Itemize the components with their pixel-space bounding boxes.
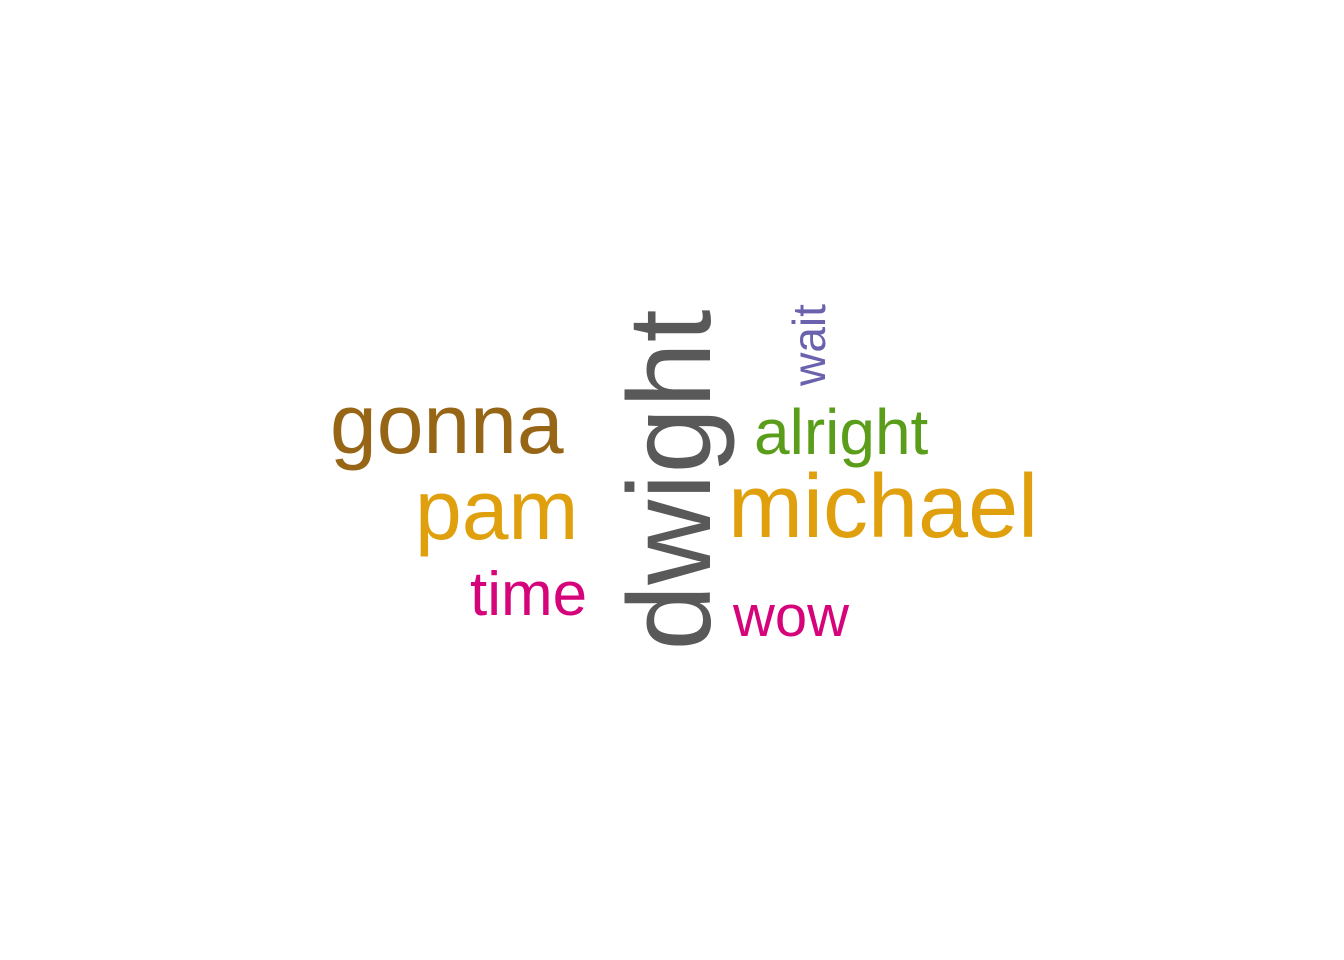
word-dwight: dwight: [604, 309, 736, 651]
word-wow: wow: [733, 584, 850, 649]
word-wait: wait: [783, 304, 835, 386]
word-alright: alright: [754, 396, 929, 468]
word-pam: pam: [415, 463, 579, 557]
word-michael: michael: [728, 457, 1039, 557]
word-gonna: gonna: [330, 377, 564, 471]
word-time: time: [470, 560, 588, 629]
